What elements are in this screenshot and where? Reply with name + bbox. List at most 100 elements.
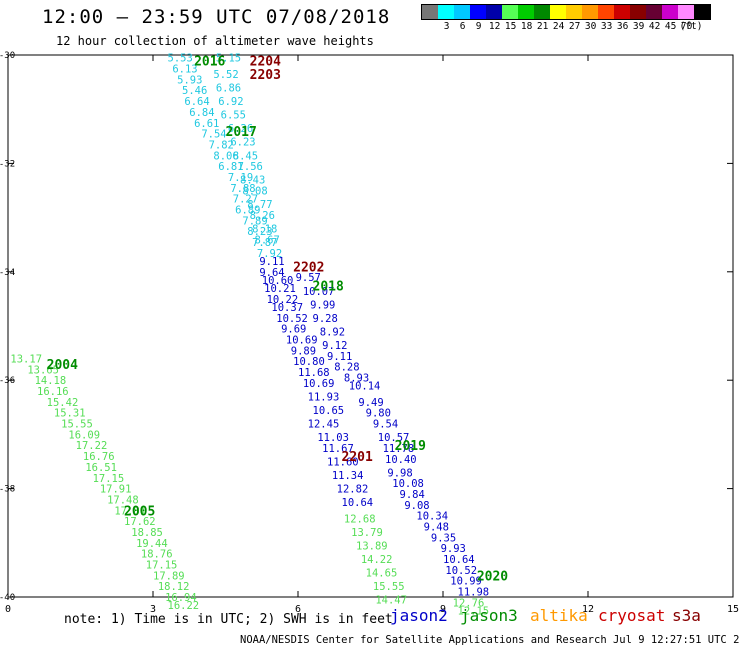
data-point-label: 6.89 [235,204,260,216]
y-tick-label: -34 [0,268,15,278]
data-point-label: 17.15 [93,473,125,485]
legend-item-jason2: jason2 [390,606,448,625]
data-point-label: 10.52 [445,565,477,577]
data-point-label: 16.22 [168,600,200,612]
data-point-label: 17.15 [146,559,178,571]
color-swatch [438,5,454,19]
data-point-label: 6.81 [218,161,243,173]
color-scale-label: 36 [616,21,629,32]
x-tick-label: 9 [440,604,446,615]
data-point-label: 15.42 [47,397,79,409]
data-point-label: 9.11 [259,256,284,268]
data-point-label: 8.18 [252,223,277,235]
data-point-label: 9.12 [322,340,347,352]
data-point-label: 6.86 [216,83,241,95]
data-point-label: 18.76 [141,549,173,561]
data-point-label: 16.51 [85,462,117,474]
data-point-label: 5.53 [168,53,193,65]
color-swatch [678,5,694,19]
data-point-label: 13.17 [10,354,42,366]
data-point-label: 10.65 [313,405,345,417]
legend-item-jason3: jason3 [460,606,518,625]
pass-label: 2019 [395,439,426,454]
data-point-label: 14.22 [361,554,393,566]
data-point-label: 10.34 [416,511,448,523]
color-swatch [550,5,566,19]
data-point-label: 7.89 [242,215,267,227]
x-tick-label: 3 [150,604,156,615]
data-point-label: 11.03 [317,432,349,444]
data-point-label: 9.98 [387,467,412,479]
color-scale-label: 21 [536,21,549,32]
data-point-label: 5.46 [182,85,207,97]
data-point-label: 10.64 [443,554,475,566]
data-point-label: 10.80 [293,356,325,368]
data-point-label: 15.31 [54,408,86,420]
data-point-label: 15.55 [61,419,93,431]
data-point-label: 9.28 [313,313,338,325]
pass-label: 2016 [194,54,225,69]
data-point-label: 9.49 [358,397,383,409]
data-point-label: 7.56 [238,161,263,173]
data-point-label: 16.16 [37,386,69,398]
color-swatch [502,5,518,19]
color-scale-unit: (ft) [679,21,703,32]
data-point-label: 6.23 [230,137,255,149]
data-point-label: 19.44 [136,538,168,550]
data-point-label: 10.37 [271,302,303,314]
data-point-label: 11.60 [327,457,359,469]
color-swatch [518,5,534,19]
color-scale-label: 45 [664,21,677,32]
color-swatch [534,5,550,19]
data-point-label: 9.84 [400,489,425,501]
data-point-label: 7.54 [201,129,226,141]
data-point-label: 14.65 [366,568,398,580]
data-point-label: 17.48 [107,494,139,506]
page-title: 12:00 – 23:59 UTC 07/08/2018 [42,6,391,28]
footer-note: note: 1) Time is in UTC; 2) SWH is in fe… [64,612,393,627]
data-point-label: 5.15 [216,53,241,65]
data-point-label: 6.13 [172,64,197,76]
color-scale-label: 9 [475,21,482,32]
data-point-label: 10.40 [385,454,417,466]
data-point-label: 12.15 [458,606,490,618]
data-point-label: 6.64 [184,96,209,108]
data-point-label: 8.06 [213,150,238,162]
color-scale-label: 70 [680,21,693,32]
data-point-label: 8.77 [247,199,272,211]
data-point-label: 9.69 [281,324,306,336]
color-swatch [486,5,502,19]
data-point-label: 16.09 [68,429,100,441]
data-point-label: 10.52 [276,313,308,325]
color-swatch [598,5,614,19]
data-point-label: 7.82 [209,139,234,151]
color-swatch [454,5,470,19]
pass-label: 2004 [47,358,78,373]
data-point-label: 14.47 [375,595,407,607]
color-swatch [582,5,598,19]
data-point-label: 11.67 [322,443,354,455]
data-point-label: 8.67 [255,234,280,246]
data-point-label: 8.26 [250,210,275,222]
data-point-label: 16.76 [83,451,115,463]
pass-label: 2018 [313,279,344,294]
data-point-label: 16.94 [165,592,197,604]
data-point-label: 7.19 [228,172,253,184]
color-scale-label: 6 [459,21,466,32]
color-swatch [646,5,662,19]
data-point-label: 8.43 [240,175,265,187]
pass-label: 2017 [226,125,257,140]
color-scale-bar [421,4,711,20]
x-tick-label: 0 [5,604,11,615]
color-scale-label: 33 [600,21,613,32]
color-swatch [614,5,630,19]
y-tick-label: -38 [0,485,15,495]
color-scale-label: 24 [552,21,565,32]
data-point-label: 10.22 [267,294,299,306]
data-point-label: 17.91 [100,484,132,496]
data-point-label: 11.68 [298,367,330,379]
data-point-label: 10.07 [303,286,335,298]
data-point-label: 8.93 [344,372,369,384]
